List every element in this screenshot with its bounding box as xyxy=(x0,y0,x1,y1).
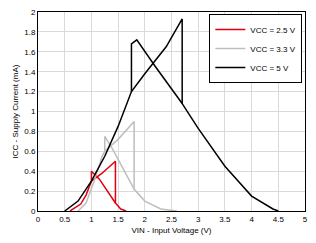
svg-text:0.2: 0.2 xyxy=(24,187,36,196)
svg-text:4.5: 4.5 xyxy=(273,215,285,224)
svg-text:2: 2 xyxy=(31,8,36,17)
svg-text:1.8: 1.8 xyxy=(24,28,36,37)
svg-text:1.2: 1.2 xyxy=(24,87,36,96)
svg-text:0: 0 xyxy=(36,215,41,224)
svg-text:0: 0 xyxy=(31,207,36,216)
svg-text:1: 1 xyxy=(89,215,94,224)
svg-text:0.4: 0.4 xyxy=(24,167,36,176)
svg-text:VCC = 2.5 V: VCC = 2.5 V xyxy=(250,26,295,35)
svg-text:1.4: 1.4 xyxy=(24,68,36,77)
svg-text:0.6: 0.6 xyxy=(24,147,36,156)
svg-text:0.8: 0.8 xyxy=(24,127,36,136)
svg-text:4: 4 xyxy=(249,215,254,224)
svg-text:2: 2 xyxy=(143,215,148,224)
svg-text:VCC = 5 V: VCC = 5 V xyxy=(250,64,289,73)
svg-text:3.5: 3.5 xyxy=(219,215,231,224)
svg-text:0.5: 0.5 xyxy=(59,215,71,224)
svg-text:VCC = 3.3 V: VCC = 3.3 V xyxy=(250,45,295,54)
svg-text:1: 1 xyxy=(31,107,36,116)
svg-text:1.6: 1.6 xyxy=(24,48,36,57)
svg-text:ICC - Supply Current (mA): ICC - Supply Current (mA) xyxy=(11,64,20,158)
svg-text:3: 3 xyxy=(196,215,201,224)
svg-text:1.5: 1.5 xyxy=(113,215,125,224)
svg-text:5: 5 xyxy=(303,215,308,224)
svg-text:VIN - Input Voltage (V): VIN - Input Voltage (V) xyxy=(131,226,211,235)
svg-text:2.5: 2.5 xyxy=(166,215,178,224)
